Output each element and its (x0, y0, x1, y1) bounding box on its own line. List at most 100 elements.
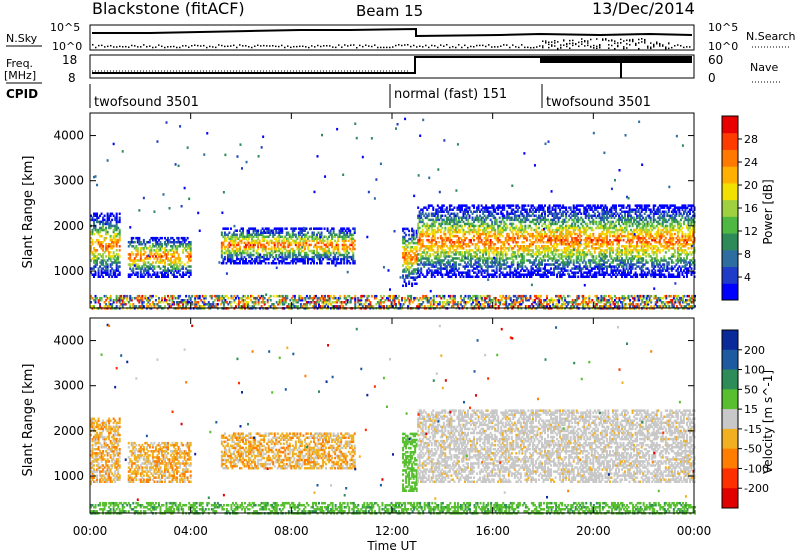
echo-cell (439, 267, 442, 270)
echo-cell (426, 259, 429, 262)
echo-cell (160, 275, 163, 278)
echo-cell (173, 265, 176, 268)
echo-cell (466, 269, 469, 272)
echo-cell (466, 261, 469, 264)
echo-cell (99, 226, 102, 230)
echo-cell (480, 238, 483, 242)
echo-cell (448, 265, 451, 268)
echo-cell (322, 253, 325, 257)
echo-cell (494, 261, 497, 264)
echo-cell (249, 241, 252, 245)
echo-cell (460, 259, 463, 262)
echo-cell (456, 224, 459, 228)
echo-cell (167, 257, 170, 260)
echo-cell (451, 269, 454, 272)
echo-cell (242, 231, 245, 234)
echo-cell (507, 232, 510, 236)
echo-cell (255, 235, 258, 239)
echo-cell (430, 226, 433, 230)
echo-cell (457, 243, 460, 246)
echo-cell (343, 249, 346, 253)
echo-cell (111, 263, 114, 266)
echo-cell (435, 251, 438, 254)
echo-cell (341, 257, 344, 261)
echo-cell (148, 255, 151, 258)
echo-cell (466, 275, 469, 278)
echo-cell (424, 206, 427, 209)
echo-cell (445, 267, 448, 270)
echo-cell (264, 249, 267, 253)
echo-cell (115, 212, 118, 216)
echo-cell (296, 241, 299, 245)
echo-cell (486, 259, 489, 262)
echo-cell (91, 238, 94, 242)
echo-cell (438, 245, 441, 248)
echo-cell (285, 239, 288, 243)
echo-cell (447, 275, 450, 278)
echo-cell (486, 214, 489, 218)
echo-cell (462, 212, 465, 216)
echo-cell (344, 235, 347, 239)
echo-cell (100, 245, 103, 248)
echo-cell (483, 218, 486, 222)
echo-cell (417, 253, 420, 256)
echo-cell (156, 265, 159, 268)
echo-cell (352, 233, 355, 237)
echo-cell (418, 259, 421, 262)
echo-cell (344, 233, 347, 237)
echo-cell (246, 239, 249, 243)
echo-cell (451, 240, 454, 244)
echo-cell (237, 237, 240, 241)
echo-cell (439, 263, 442, 266)
echo-cell (237, 247, 240, 251)
echo-cell (430, 224, 433, 228)
echo-cell (136, 259, 139, 262)
echo-cell (654, 269, 657, 272)
echo-cell (183, 236, 186, 240)
echo-cell (220, 245, 223, 249)
echo-cell (352, 227, 355, 230)
echo-cell (334, 245, 337, 249)
echo-cell (281, 235, 284, 239)
echo-cell (465, 214, 468, 218)
echo-cell (278, 253, 281, 257)
echo-cell (328, 255, 331, 259)
echo-cell (151, 245, 154, 248)
echo-cell (117, 220, 120, 224)
echo-cell (489, 243, 492, 246)
echo-cell (100, 220, 103, 224)
echo-cell (144, 269, 147, 272)
echo-cell (180, 265, 183, 268)
echo-cell (229, 259, 232, 263)
echo-cell (237, 241, 240, 245)
echo-cell (306, 255, 309, 259)
echo-cell (263, 239, 266, 243)
echo-cell (435, 216, 438, 220)
echo-cell (456, 226, 459, 230)
echo-cell (129, 243, 132, 246)
echo-cell (264, 261, 267, 265)
echo-cell (111, 218, 114, 222)
echo-cell (424, 245, 427, 248)
echo-cell (417, 240, 420, 244)
echo-cell (252, 231, 255, 234)
echo-cell (257, 253, 260, 257)
echo-cell (319, 239, 322, 243)
echo-cell (114, 261, 117, 264)
echo-cell (306, 247, 309, 251)
echo-cell (459, 263, 462, 266)
echo-cell (483, 259, 486, 262)
echo-cell (492, 216, 495, 220)
echo-cell (132, 271, 135, 274)
echo-cell (471, 204, 474, 207)
echo-cell (441, 273, 444, 276)
echo-cell (457, 240, 460, 244)
echo-cell (442, 253, 445, 256)
echo-cell (235, 235, 238, 239)
echo-cell (334, 255, 337, 259)
echo-cell (456, 212, 459, 216)
echo-cell (229, 227, 232, 230)
echo-cell (319, 257, 322, 261)
echo-cell (115, 269, 118, 272)
echo-cell (284, 257, 287, 261)
